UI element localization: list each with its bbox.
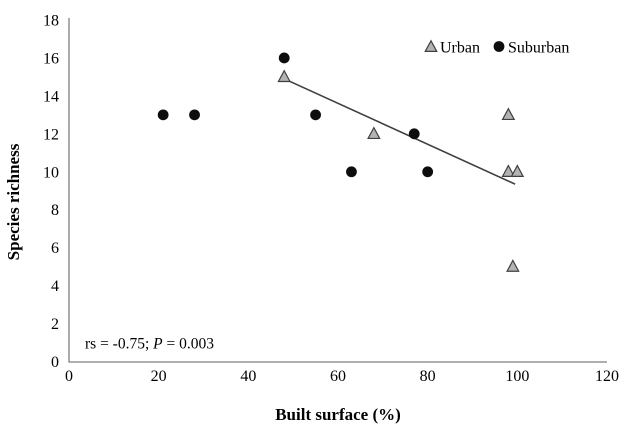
legend-suburban-circle-icon <box>493 41 505 52</box>
y-tick-label: 2 <box>51 316 59 333</box>
data-point-suburban <box>422 166 434 178</box>
data-point-suburban <box>189 109 200 121</box>
stats-annotation-suffix: = 0.003 <box>163 336 215 353</box>
x-tick-label: 80 <box>420 368 436 385</box>
x-tick-label: 20 <box>151 368 167 385</box>
data-point-suburban <box>310 109 321 121</box>
x-tick-label: 40 <box>240 368 256 385</box>
trend-line <box>283 78 516 185</box>
legend: Urban Suburban <box>424 39 569 57</box>
y-tick-label: 4 <box>51 278 59 295</box>
data-point-urban <box>367 126 381 140</box>
x-tick-label: 60 <box>330 368 346 385</box>
x-tick-label: 0 <box>65 368 73 385</box>
x-axis-title: Built surface (%) <box>275 405 401 424</box>
series-suburban <box>157 52 434 178</box>
y-axis-title: Species richness <box>4 143 23 260</box>
data-point-suburban <box>278 52 290 64</box>
stats-annotation: rs = -0.75; P = 0.003 <box>85 336 214 353</box>
y-tick-label: 14 <box>43 88 59 105</box>
data-point-urban <box>277 69 292 83</box>
data-point-urban <box>506 259 520 272</box>
y-tick-label: 8 <box>51 202 59 219</box>
legend-urban-label: Urban <box>440 40 480 57</box>
legend-suburban-label: Suburban <box>508 40 569 57</box>
stats-annotation-p: P <box>152 336 163 353</box>
data-point-suburban <box>408 128 420 140</box>
trend-line-group <box>283 78 516 185</box>
data-point-urban <box>501 107 516 121</box>
data-point-suburban <box>346 166 357 178</box>
legend-urban-triangle-icon <box>424 39 438 53</box>
data-point-urban <box>501 164 516 177</box>
series-urban <box>277 69 525 272</box>
x-tick-labels: 0 20 40 60 80 100 120 <box>65 368 619 385</box>
y-tick-label: 12 <box>43 126 59 143</box>
y-tick-label: 18 <box>43 13 59 30</box>
y-tick-labels: 0 2 4 6 8 10 12 14 16 18 <box>43 13 59 372</box>
y-tick-label: 10 <box>43 164 59 181</box>
y-tick-label: 6 <box>51 240 59 257</box>
data-point-urban <box>510 164 525 177</box>
x-tick-label: 100 <box>505 368 529 385</box>
y-tick-label: 0 <box>51 354 59 371</box>
y-tick-label: 16 <box>43 50 59 67</box>
x-tick-label: 120 <box>595 368 619 385</box>
data-point-suburban <box>157 109 169 121</box>
stats-annotation-prefix: rs = -0.75; <box>85 336 153 353</box>
